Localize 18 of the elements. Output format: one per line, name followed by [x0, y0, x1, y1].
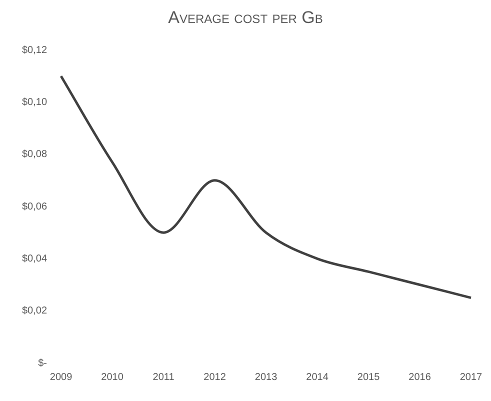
- x-tick-label: 2013: [254, 372, 278, 383]
- x-tick-label: 2015: [357, 372, 380, 383]
- y-tick-label: $0,12: [22, 44, 48, 56]
- line-series: [60, 74, 472, 300]
- x-tick-label: 2012: [204, 372, 226, 383]
- x-tick-label: 2017: [460, 372, 483, 383]
- x-tick-label: 2014: [306, 372, 329, 383]
- chart-title: Average cost per Gb: [167, 8, 324, 29]
- x-tick-label: 2009: [50, 372, 73, 383]
- x-tick-label: 2011: [152, 372, 175, 383]
- y-tick-label: $0,10: [22, 96, 48, 108]
- y-tick-label: $-: [38, 358, 48, 369]
- y-tick-label: $0,08: [22, 149, 48, 160]
- y-tick-label: $0,06: [22, 201, 48, 212]
- x-tick-label: 2010: [101, 372, 124, 383]
- x-tick-label: 2016: [408, 372, 432, 383]
- y-tick-label: $0,04: [22, 253, 48, 264]
- y-tick-label: $0,02: [22, 306, 48, 317]
